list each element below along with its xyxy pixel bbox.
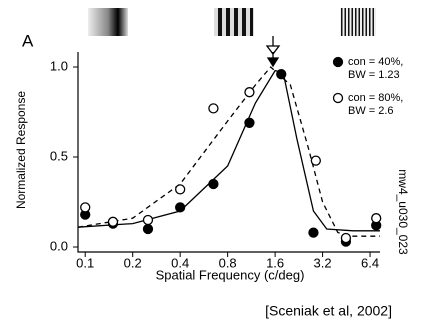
data-point xyxy=(176,203,185,212)
x-tick-label: 0.2 xyxy=(124,255,142,270)
data-point xyxy=(209,104,218,113)
data-point xyxy=(143,225,152,234)
data-point xyxy=(341,234,350,243)
data-point xyxy=(108,217,117,226)
x-tick-label: 6.4 xyxy=(361,255,379,270)
data-point xyxy=(176,185,185,194)
data-point xyxy=(245,88,254,97)
x-tick-label: 0.4 xyxy=(171,255,189,270)
legend-bw: BW = 1.23 xyxy=(348,69,400,81)
fit-curve xyxy=(78,67,380,236)
grating-icons xyxy=(88,8,376,36)
data-point xyxy=(372,214,381,223)
peak-arrows xyxy=(267,36,279,66)
data-point xyxy=(245,118,254,127)
data-point xyxy=(81,203,90,212)
axes xyxy=(78,52,380,252)
x-tick-label: 3.2 xyxy=(314,255,332,270)
chart: A Normalized Response Spatial Frequency … xyxy=(0,0,430,325)
legend-marker xyxy=(334,94,343,103)
x-tick-label: 0.8 xyxy=(219,255,237,270)
data-point xyxy=(143,216,152,225)
legend-label: con = 80%, xyxy=(348,92,403,104)
legend-bw: BW = 2.6 xyxy=(348,105,394,117)
x-tick-label: 0.1 xyxy=(76,255,94,270)
legend-label: con = 40%, xyxy=(348,56,403,68)
panel-label: A xyxy=(22,31,34,50)
y-tick-label: 0.0 xyxy=(50,238,68,253)
x-tick-label: 1.6 xyxy=(266,255,284,270)
y-tick-label: 1.0 xyxy=(50,58,68,73)
legend-marker xyxy=(334,58,343,67)
y-axis-label: Normalized Response xyxy=(14,91,28,209)
y-tick-label: 0.5 xyxy=(50,148,68,163)
data-point xyxy=(311,156,320,165)
side-label: mw4_u030_023 xyxy=(396,169,410,255)
data-point xyxy=(309,228,318,237)
citation: [Sceniak et al, 2002] xyxy=(265,303,392,319)
data-point xyxy=(209,180,218,189)
